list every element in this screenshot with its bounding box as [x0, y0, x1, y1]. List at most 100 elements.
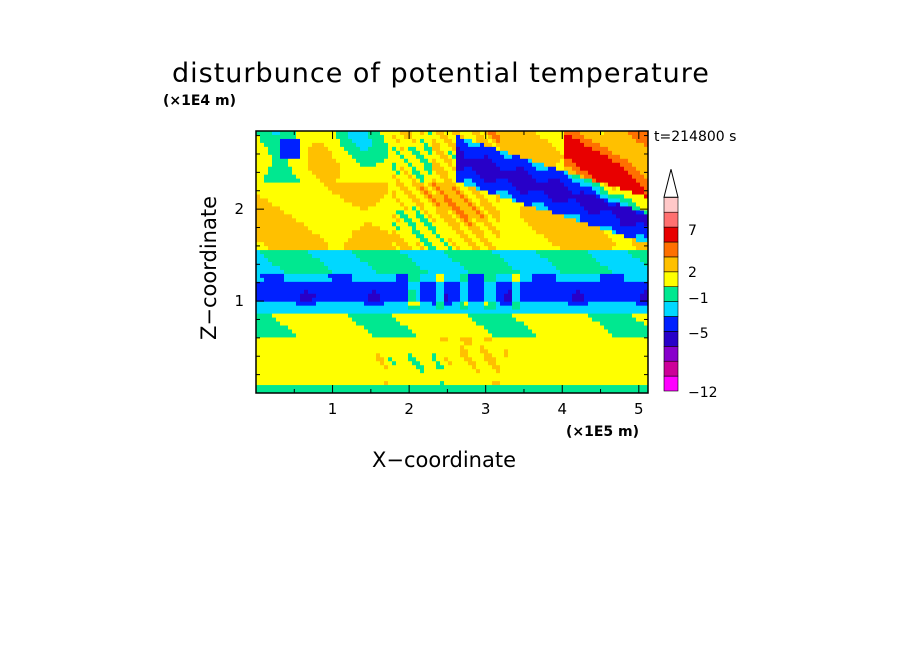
contour-cell [416, 357, 421, 362]
contour-cell [532, 309, 537, 315]
contour-cell [452, 369, 457, 374]
contour-cell [524, 154, 529, 160]
contour-cell [292, 234, 297, 239]
contour-cell [376, 146, 381, 152]
contour-cell [520, 142, 525, 148]
contour-cell [532, 198, 537, 204]
contour-cell [304, 202, 309, 208]
contour-cell [464, 369, 469, 374]
contour-cell [460, 210, 465, 215]
contour-cell [524, 166, 529, 172]
contour-cell [288, 321, 293, 327]
contour-cell [320, 170, 325, 176]
contour-cell [448, 246, 453, 251]
contour-cell [484, 226, 489, 231]
contour-cell [552, 162, 557, 168]
contour-cell [548, 150, 553, 156]
contour-cell [520, 281, 525, 287]
contour-cell [428, 226, 433, 231]
contour-cell [392, 373, 397, 378]
contour-cell [552, 222, 557, 227]
contour-cell [340, 154, 345, 160]
contour-cell [416, 385, 421, 390]
contour-cell [412, 238, 417, 243]
contour-cell [428, 186, 433, 192]
contour-cell [264, 369, 269, 374]
contour-cell [396, 389, 401, 393]
contour-cell [440, 210, 445, 215]
contour-cell [356, 369, 361, 374]
contour-cell [528, 162, 533, 168]
contour-cell [336, 281, 341, 287]
contour-cell [420, 313, 425, 319]
contour-cell [500, 131, 505, 136]
contour-cell [540, 309, 545, 315]
contour-cell [356, 186, 361, 192]
contour-cell [296, 285, 301, 291]
contour-cell [296, 345, 301, 350]
contour-cell [504, 258, 509, 263]
contour-cell [260, 258, 265, 263]
contour-cell [404, 281, 409, 287]
contour-cell [320, 162, 325, 168]
contour-cell [456, 325, 461, 331]
contour-cell [416, 325, 421, 331]
contour-cell [380, 198, 385, 204]
contour-cell [328, 134, 333, 140]
contour-cell [400, 230, 405, 235]
contour-cell [456, 258, 461, 263]
contour-cell [360, 265, 365, 271]
contour-cell [316, 301, 321, 307]
contour-cell [324, 262, 329, 267]
contour-cell [544, 242, 549, 247]
contour-cell [440, 297, 445, 303]
contour-cell [392, 254, 397, 259]
contour-cell [440, 357, 445, 362]
contour-cell [528, 166, 533, 172]
contour-cell [460, 134, 465, 140]
contour-cell [344, 162, 349, 168]
contour-cell [520, 325, 525, 331]
contour-cell [400, 281, 405, 287]
contour-cell [264, 269, 269, 275]
contour-cell [512, 389, 517, 393]
contour-cell [552, 313, 557, 319]
contour-cell [392, 301, 397, 307]
contour-cell [472, 238, 477, 243]
contour-cell [352, 242, 357, 247]
contour-cell [500, 365, 505, 370]
contour-cell [512, 250, 517, 255]
contour-cell [388, 289, 393, 295]
contour-cell [360, 206, 365, 211]
contour-cell [552, 269, 557, 275]
contour-cell [388, 142, 393, 148]
contour-cell [352, 389, 357, 393]
contour-cell [388, 361, 393, 366]
contour-cell [320, 146, 325, 152]
contour-cell [352, 301, 357, 307]
contour-cell [376, 178, 381, 184]
contour-cell [436, 162, 441, 168]
contour-cell [256, 258, 261, 263]
contour-cell [420, 265, 425, 271]
contour-cell [296, 142, 301, 148]
contour-cell [456, 345, 461, 350]
contour-cell [432, 313, 437, 319]
contour-cell [520, 277, 525, 283]
contour-cell [524, 389, 529, 393]
contour-cell [404, 365, 409, 370]
contour-cell [516, 265, 521, 271]
contour-cell [304, 373, 309, 378]
contour-cell [292, 345, 297, 350]
contour-cell [496, 265, 501, 271]
contour-cell [488, 138, 493, 144]
contour-cell [536, 317, 541, 323]
contour-cell [448, 333, 453, 339]
contour-cell [380, 285, 385, 291]
contour-cell [436, 333, 441, 339]
contour-cell [256, 190, 261, 196]
contour-cell [300, 262, 305, 267]
contour-cell [368, 369, 373, 374]
contour-cell [376, 154, 381, 160]
contour-cell [496, 234, 501, 239]
